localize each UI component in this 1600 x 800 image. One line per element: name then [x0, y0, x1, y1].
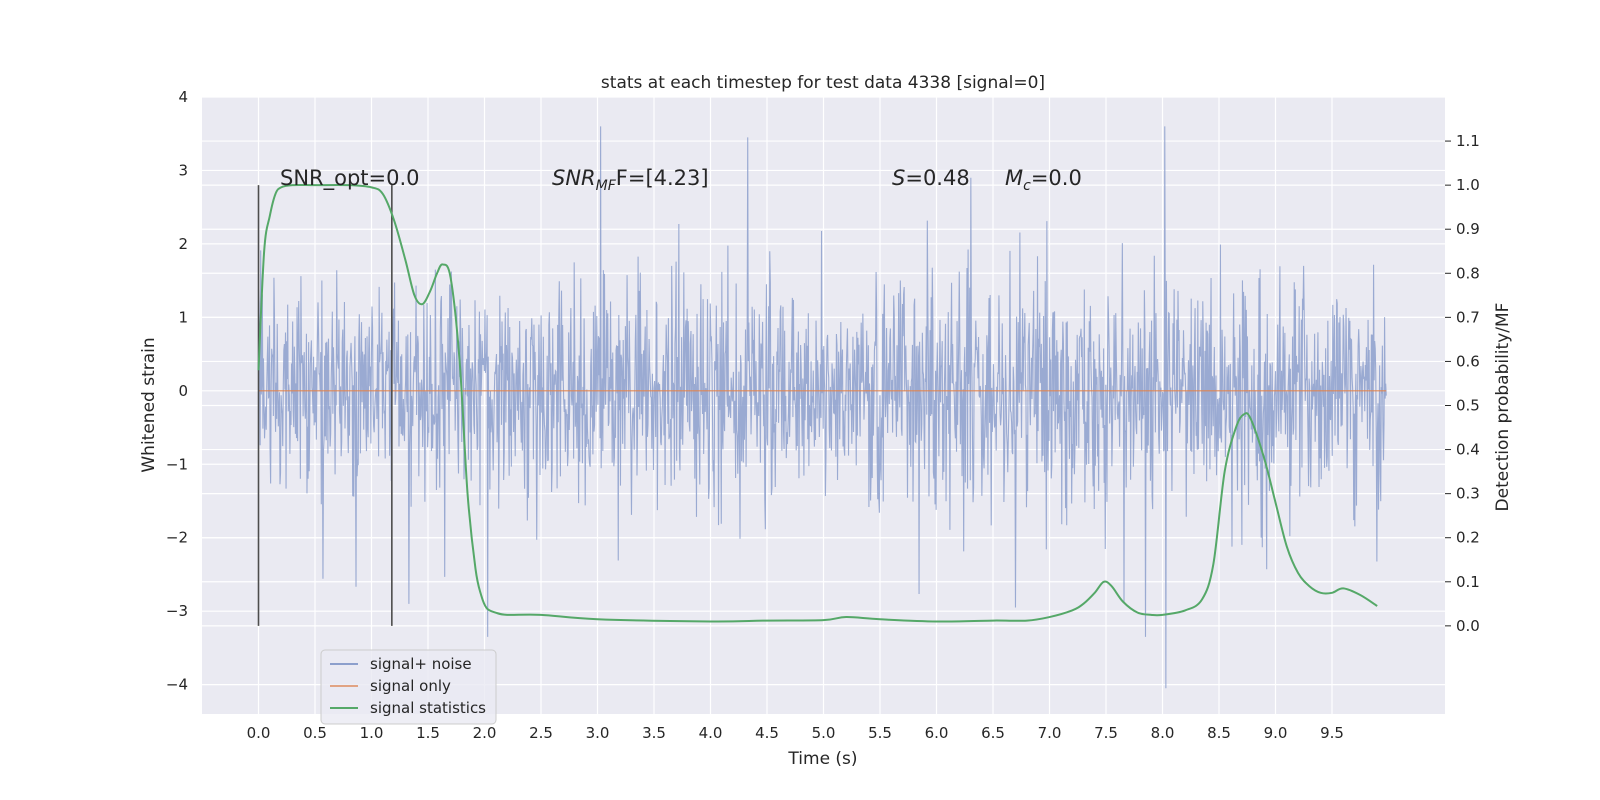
y-right-axis-label: Detection probability/MF	[1493, 303, 1513, 512]
y-right-tick-label: 0.9	[1456, 220, 1480, 238]
x-tick-label: 7.5	[1094, 724, 1118, 742]
snr-mf-prefix: SNR	[552, 166, 596, 190]
noise-line	[257, 126, 1387, 689]
y-right-tick-label: 0.6	[1456, 352, 1480, 370]
y-left-tick-label: 2	[178, 235, 188, 253]
y-left-tick-labels: 4 3 2 1 0 −1 −2 −3 −4	[166, 88, 188, 694]
x-tick-label: 5.0	[812, 724, 836, 742]
annotation-snr-mf: SNRMFF=[4.23]	[552, 166, 709, 194]
y-right-tick-label: 0.7	[1456, 308, 1480, 326]
legend-label-noise: signal+ noise	[370, 655, 472, 673]
mc-subscript: c	[1023, 178, 1031, 194]
x-tick-label: 3.0	[586, 724, 610, 742]
y-left-tick-label: 3	[178, 161, 188, 179]
snr-mf-subscript: MF	[596, 178, 617, 194]
y-right-tick-label: 0.0	[1456, 617, 1480, 635]
y-left-axis-label: Whitened strain	[139, 337, 159, 472]
x-tick-label: 9.5	[1320, 724, 1344, 742]
y-left-tick-label: 0	[178, 382, 188, 400]
x-tick-label: 4.0	[699, 724, 723, 742]
snr-mf-value: F=[4.23]	[616, 166, 709, 190]
legend-label-signal: signal only	[370, 677, 451, 695]
y-left-tick-label: −3	[166, 602, 188, 620]
y-right-tick-label: 0.8	[1456, 264, 1480, 282]
x-tick-label: 2.5	[529, 724, 553, 742]
x-tick-label: 6.5	[981, 724, 1005, 742]
y-left-tick-label: 1	[178, 308, 188, 326]
x-tick-label: 1.0	[360, 724, 384, 742]
mc-value: =0.0	[1031, 166, 1082, 190]
y-left-tick-label: −2	[166, 529, 188, 547]
legend-label-stats: signal statistics	[370, 699, 486, 717]
y-right-tick-labels: 1.1 1.0 0.9 0.8 0.7 0.6 0.5 0.4 0.3 0.2 0.1 0.0	[1445, 132, 1480, 635]
y-right-tick-label: 0.3	[1456, 485, 1480, 503]
y-right-tick-label: 0.1	[1456, 573, 1480, 591]
y-left-tick-label: −4	[166, 676, 188, 694]
x-tick-label: 9.0	[1264, 724, 1288, 742]
x-tick-label: 8.0	[1151, 724, 1175, 742]
signal-statistics-line	[257, 183, 1378, 623]
x-tick-label: 6.0	[925, 724, 949, 742]
signal-noise-series	[257, 126, 1387, 689]
y-right-tick-label: 1.1	[1456, 132, 1480, 150]
x-tick-label: 5.5	[868, 724, 892, 742]
x-tick-label: 0.0	[247, 724, 271, 742]
annotation-snr-opt: SNR_opt=0.0	[280, 166, 420, 191]
y-right-tick-label: 0.4	[1456, 441, 1480, 459]
y-right-tick-label: 0.2	[1456, 529, 1480, 547]
legend-box	[320, 649, 497, 725]
chart-title: stats at each timestep for test data 433…	[601, 73, 1045, 93]
x-tick-label: 3.5	[642, 724, 666, 742]
legend: signal+ noise signal only signal statist…	[320, 649, 497, 725]
s-variable: S	[892, 166, 905, 190]
x-tick-label: 2.0	[473, 724, 497, 742]
y-right-tick-label: 1.0	[1456, 176, 1480, 194]
x-tick-labels: 0.0 0.5 1.0 1.5 2.0 2.5 3.0 3.5 4.0 4.5 5.0 5.5 6.0 6…	[247, 724, 1344, 742]
x-tick-label: 7.0	[1038, 724, 1062, 742]
vertical-markers	[257, 185, 393, 626]
x-tick-label: 8.5	[1207, 724, 1231, 742]
s-value: =0.48	[905, 166, 969, 190]
annotation-s: S=0.48	[892, 166, 970, 190]
y-left-tick-label: −1	[166, 455, 188, 473]
x-tick-label: 1.5	[416, 724, 440, 742]
y-right-tick-label: 0.5	[1456, 397, 1480, 415]
x-tick-label: 0.5	[303, 724, 327, 742]
mc-variable: M	[1005, 166, 1023, 190]
annotation-mc: Mc=0.0	[1005, 166, 1082, 194]
y-left-tick-label: 4	[178, 88, 188, 106]
signal-statistics-series	[257, 183, 1378, 623]
x-axis-label: Time (s)	[787, 749, 857, 769]
x-tick-label: 4.5	[755, 724, 779, 742]
